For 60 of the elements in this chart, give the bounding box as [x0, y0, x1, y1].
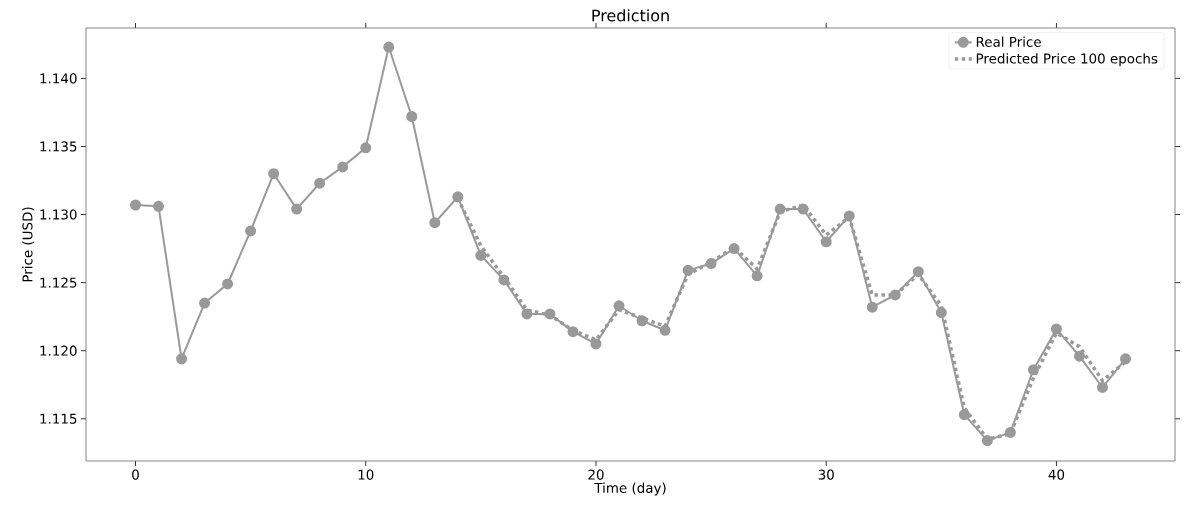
- point: [314, 177, 326, 189]
- point: [981, 435, 993, 447]
- y-tick-label: 1.130: [40, 209, 77, 220]
- point: [452, 191, 464, 203]
- point: [544, 308, 556, 320]
- y-tick-label: 1.135: [40, 141, 77, 152]
- point: [1004, 426, 1016, 438]
- x-tick-label: 10: [358, 469, 374, 480]
- legend-label: Real Price: [976, 36, 1041, 47]
- point: [498, 274, 510, 286]
- point: [958, 409, 970, 421]
- y-axis-title: Price (USD): [22, 207, 35, 282]
- x-tick-label: 30: [818, 469, 834, 480]
- point: [659, 324, 671, 336]
- point: [797, 203, 809, 215]
- point: [613, 300, 625, 312]
- point: [820, 236, 832, 248]
- chart-title: Prediction: [592, 9, 669, 22]
- point: [153, 200, 165, 212]
- y-tick-label: 1.140: [40, 73, 77, 84]
- x-tick-label: 0: [132, 469, 139, 480]
- x-tick-label: 40: [1048, 469, 1065, 480]
- legend-label: Predicted Price 100 epochs: [976, 53, 1158, 67]
- point: [1050, 323, 1062, 335]
- point: [521, 308, 533, 320]
- point: [751, 270, 763, 282]
- point: [935, 307, 947, 319]
- point: [337, 161, 349, 173]
- point: [866, 301, 878, 313]
- point: [1096, 381, 1108, 393]
- point: [728, 243, 740, 255]
- point: [429, 217, 441, 229]
- point: [682, 264, 694, 276]
- point: [222, 278, 234, 290]
- point: [199, 297, 211, 309]
- point: [843, 210, 855, 222]
- point: [475, 249, 487, 261]
- point: [1120, 353, 1132, 365]
- point: [774, 203, 786, 215]
- point: [590, 338, 602, 350]
- point: [268, 168, 280, 180]
- point: [636, 315, 648, 327]
- point: [176, 353, 188, 365]
- y-tick-label: 1.115: [40, 413, 77, 424]
- x-tick-label: 20: [588, 469, 604, 480]
- point: [406, 111, 418, 122]
- point: [383, 41, 395, 53]
- point: [360, 142, 372, 154]
- point: [245, 225, 257, 237]
- point: [1073, 350, 1085, 362]
- point: [291, 203, 303, 215]
- point: [889, 289, 901, 301]
- y-tick-label: 1.120: [40, 345, 77, 356]
- y-tick-label: 1.125: [40, 277, 77, 288]
- point: [567, 326, 579, 338]
- x-axis-title: Time (day): [594, 482, 666, 496]
- point: [912, 266, 924, 278]
- point: [705, 258, 717, 270]
- point: [1027, 364, 1039, 376]
- point: [130, 199, 141, 211]
